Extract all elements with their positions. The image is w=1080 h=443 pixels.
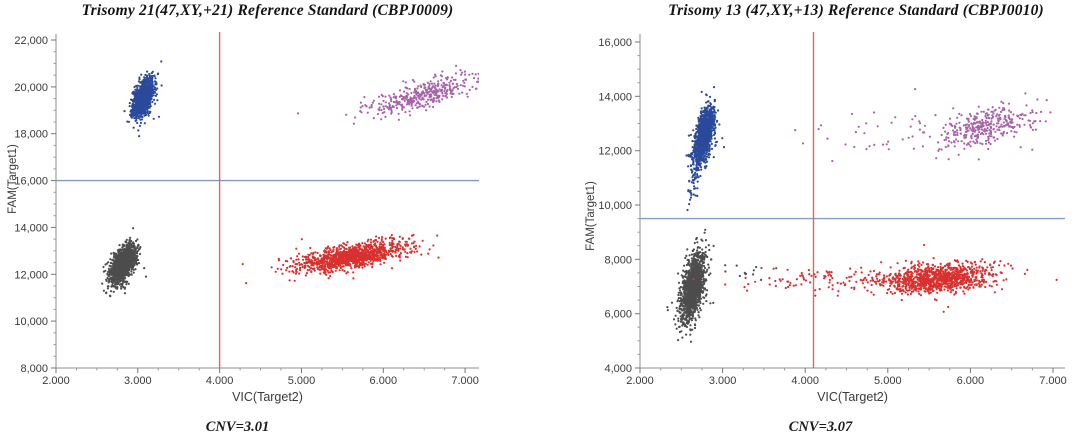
svg-text:7,000: 7,000 <box>1039 375 1067 384</box>
scatter-plot-trisomy13: 2,000 3,000 4,000 5,000 6,000 7,000 4,000 6,000… <box>540 26 1080 387</box>
svg-text:10,000: 10,000 <box>14 316 48 328</box>
svg-text:5,000: 5,000 <box>288 375 316 384</box>
svg-text:4,000: 4,000 <box>604 363 632 375</box>
chart-title-trisomy13: Trisomy 13 (47,XY,+13) Reference Standar… <box>668 2 1044 19</box>
svg-text:20,000: 20,000 <box>14 82 48 94</box>
svg-text:2,000: 2,000 <box>42 375 70 384</box>
svg-text:5,000: 5,000 <box>874 375 902 384</box>
scatter-plot-trisomy21: 2,000 3,000 4,000 5,000 6,000 7,000 8,000 10,00… <box>0 26 540 387</box>
svg-text:4,000: 4,000 <box>206 375 234 384</box>
svg-text:6,000: 6,000 <box>957 375 985 384</box>
svg-text:6,000: 6,000 <box>370 375 398 384</box>
svg-text:4,000: 4,000 <box>791 375 819 384</box>
panel-trisomy13: Trisomy 13 (47,XY,+13) Reference Standar… <box>540 0 1080 443</box>
svg-text:12,000: 12,000 <box>14 269 48 281</box>
svg-text:22,000: 22,000 <box>14 35 48 47</box>
cnv-label-trisomy21: CNV=3.01 <box>205 419 270 435</box>
x-axis-label-trisomy21: VIC(Target2) <box>232 390 303 404</box>
svg-text:3,000: 3,000 <box>709 375 737 384</box>
svg-text:6,000: 6,000 <box>604 309 632 321</box>
svg-text:16,000: 16,000 <box>14 176 48 188</box>
svg-text:14,000: 14,000 <box>14 222 48 234</box>
x-axis-label-trisomy13: VIC(Target2) <box>817 390 888 404</box>
svg-text:14,000: 14,000 <box>598 91 632 103</box>
svg-text:10,000: 10,000 <box>598 200 632 212</box>
svg-text:7,000: 7,000 <box>451 375 479 384</box>
chart-title-trisomy21: Trisomy 21(47,XY,+21) Reference Standard… <box>81 2 454 19</box>
panel-trisomy21: Trisomy 21(47,XY,+21) Reference Standard… <box>0 2 540 435</box>
svg-text:2,000: 2,000 <box>626 375 654 384</box>
svg-text:3,000: 3,000 <box>124 375 152 384</box>
svg-text:12,000: 12,000 <box>598 146 632 158</box>
cnv-label-trisomy13: CNV=3.07 <box>788 419 853 435</box>
svg-text:8,000: 8,000 <box>20 363 48 375</box>
svg-text:16,000: 16,000 <box>598 37 632 49</box>
svg-text:8,000: 8,000 <box>604 254 632 266</box>
svg-text:18,000: 18,000 <box>14 129 48 141</box>
